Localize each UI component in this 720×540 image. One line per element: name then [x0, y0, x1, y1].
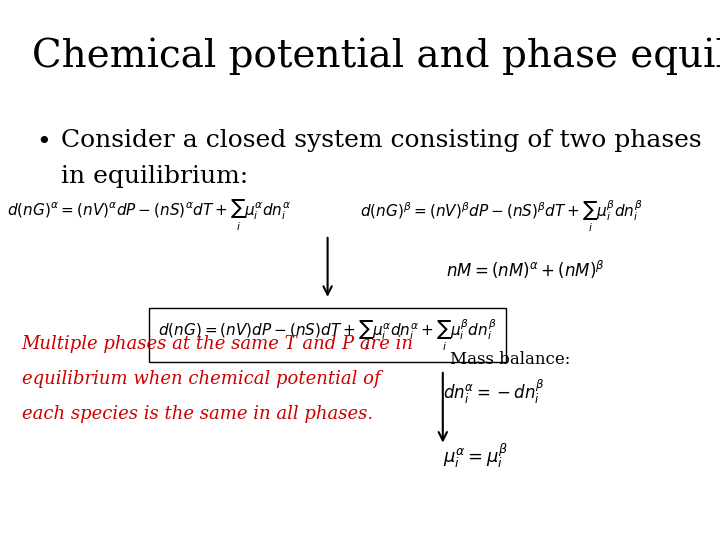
- Text: $d(nG)^{\alpha} = (nV)^{\alpha}dP-(nS)^{\alpha}dT+\sum_i \mu_i^{\alpha}dn_i^{\al: $d(nG)^{\alpha} = (nV)^{\alpha}dP-(nS)^{…: [7, 199, 291, 233]
- Text: equilibrium when chemical potential of: equilibrium when chemical potential of: [22, 370, 380, 388]
- Text: in equilibrium:: in equilibrium:: [61, 165, 248, 188]
- Text: $dn_i^{\alpha} = -dn_i^{\beta}$: $dn_i^{\alpha} = -dn_i^{\beta}$: [443, 377, 544, 406]
- Text: each species is the same in all phases.: each species is the same in all phases.: [22, 405, 373, 423]
- Text: Consider a closed system consisting of two phases: Consider a closed system consisting of t…: [61, 129, 702, 152]
- Text: $nM = (nM)^{\alpha} + (nM)^{\beta}$: $nM = (nM)^{\alpha} + (nM)^{\beta}$: [446, 259, 606, 281]
- Text: Chemical potential and phase equilibria: Chemical potential and phase equilibria: [32, 38, 720, 75]
- Text: $d(nG) = (nV)dP-(nS)dT+\sum_i \mu_i^{\alpha}dn_i^{\alpha}+\sum_i \mu_i^{\beta}dn: $d(nG) = (nV)dP-(nS)dT+\sum_i \mu_i^{\al…: [158, 317, 497, 353]
- Text: $\mu_i^{\alpha} = \mu_i^{\beta}$: $\mu_i^{\alpha} = \mu_i^{\beta}$: [443, 442, 508, 471]
- Text: Mass balance:: Mass balance:: [450, 350, 570, 368]
- Text: $d(nG)^{\beta} = (nV)^{\beta}dP-(nS)^{\beta}dT+\sum_i \mu_i^{\beta}dn_i^{\beta}$: $d(nG)^{\beta} = (nV)^{\beta}dP-(nS)^{\b…: [360, 198, 643, 234]
- Text: •: •: [36, 130, 50, 153]
- Text: Multiple phases at the same T and P are in: Multiple phases at the same T and P are …: [22, 335, 413, 353]
